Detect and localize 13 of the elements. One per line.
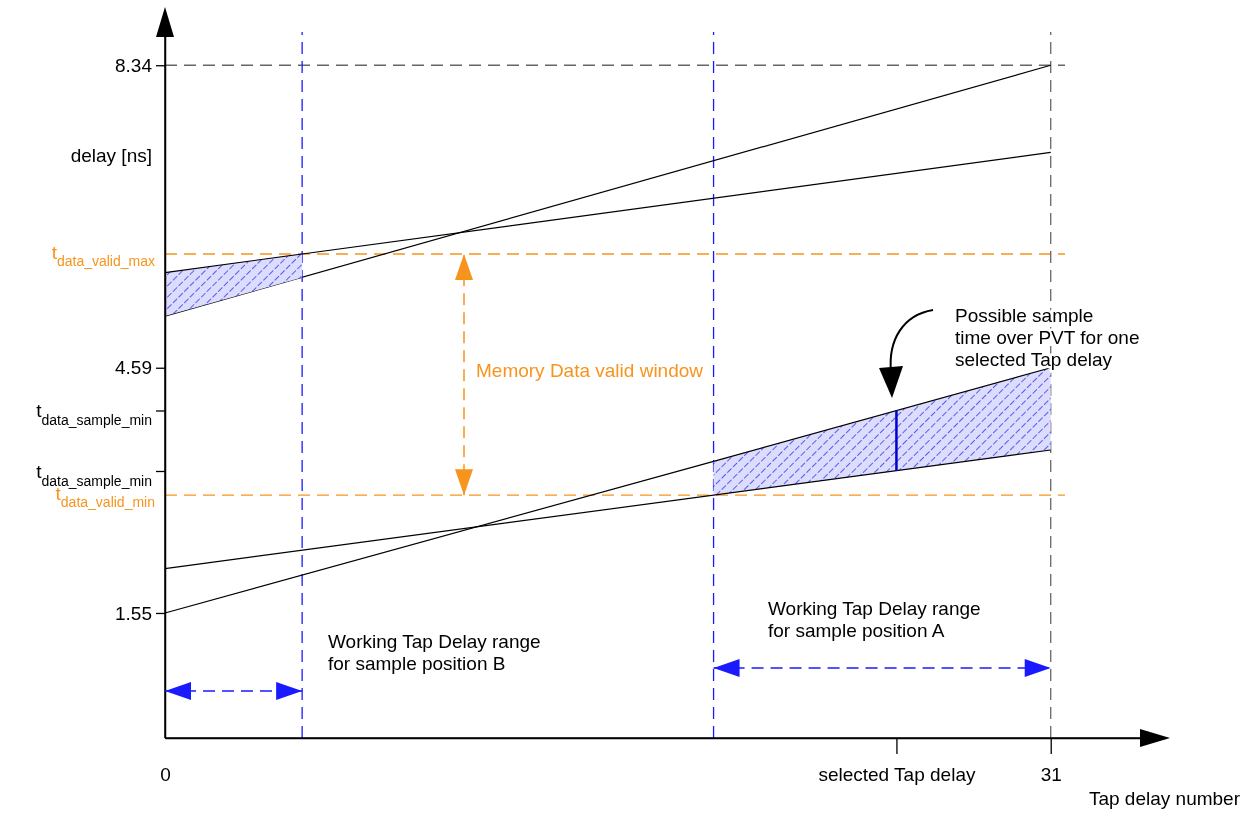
annotation: Working Tap Delay range for sample position A [768, 598, 981, 641]
y-axis-title: delay [ns] [70, 145, 152, 167]
y-tick-label: t$_{data_sample_min}$ [36, 400, 152, 429]
x-tick-label: 0 [160, 764, 171, 786]
y-tick-label: 1.55 [115, 602, 152, 624]
x-tick-label: selected Tap delay [818, 764, 976, 786]
annotation: Memory Data valid window [476, 360, 704, 382]
x-tick-label: 31 [1040, 764, 1062, 786]
y-tick-label: 8.34 [115, 54, 153, 76]
ref-line-label: t$_{data_valid_max}$ [51, 242, 155, 269]
x-axis-title: Tap delay number [1088, 788, 1241, 809]
y-tick-label: 4.59 [115, 357, 152, 379]
annotation: Working Tap Delay range for sample position B [328, 631, 541, 674]
